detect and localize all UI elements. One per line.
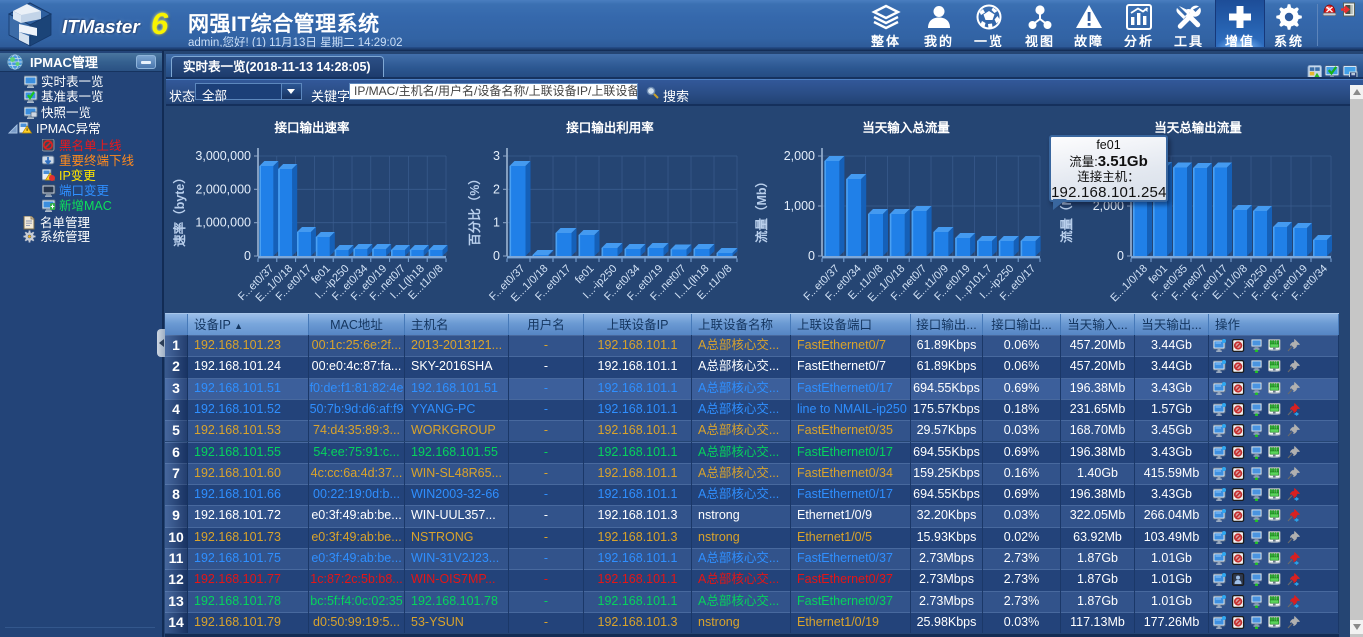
- svg-text:0: 0: [808, 249, 815, 263]
- svg-text:3,000,000: 3,000,000: [195, 149, 251, 163]
- svg-text:3: 3: [493, 149, 500, 163]
- svg-text:百分比（%）: 百分比（%）: [467, 172, 482, 246]
- svg-text:0: 0: [244, 249, 251, 263]
- svg-text:1,000,000: 1,000,000: [195, 216, 251, 230]
- svg-text:1,000: 1,000: [784, 199, 815, 213]
- svg-text:流量（Mb）: 流量（Mb）: [754, 175, 769, 243]
- svg-text:2,000: 2,000: [784, 149, 815, 163]
- svg-text:接口输出利用率: 接口输出利用率: [566, 120, 654, 135]
- svg-text:2: 2: [493, 182, 500, 196]
- svg-text:0: 0: [493, 249, 500, 263]
- svg-text:速率（byte）: 速率（byte）: [172, 171, 187, 247]
- svg-text:接口输出速率: 接口输出速率: [274, 120, 350, 135]
- svg-text:当天输入总流量: 当天输入总流量: [862, 120, 950, 135]
- svg-text:当天总输出流量: 当天总输出流量: [1154, 120, 1242, 135]
- svg-text:E...1/0/18: E...1/0/18: [1108, 263, 1150, 305]
- svg-text:0: 0: [1117, 249, 1124, 263]
- svg-text:1: 1: [493, 216, 500, 230]
- svg-text:2,000: 2,000: [1093, 199, 1124, 213]
- svg-text:2,000,000: 2,000,000: [195, 182, 251, 196]
